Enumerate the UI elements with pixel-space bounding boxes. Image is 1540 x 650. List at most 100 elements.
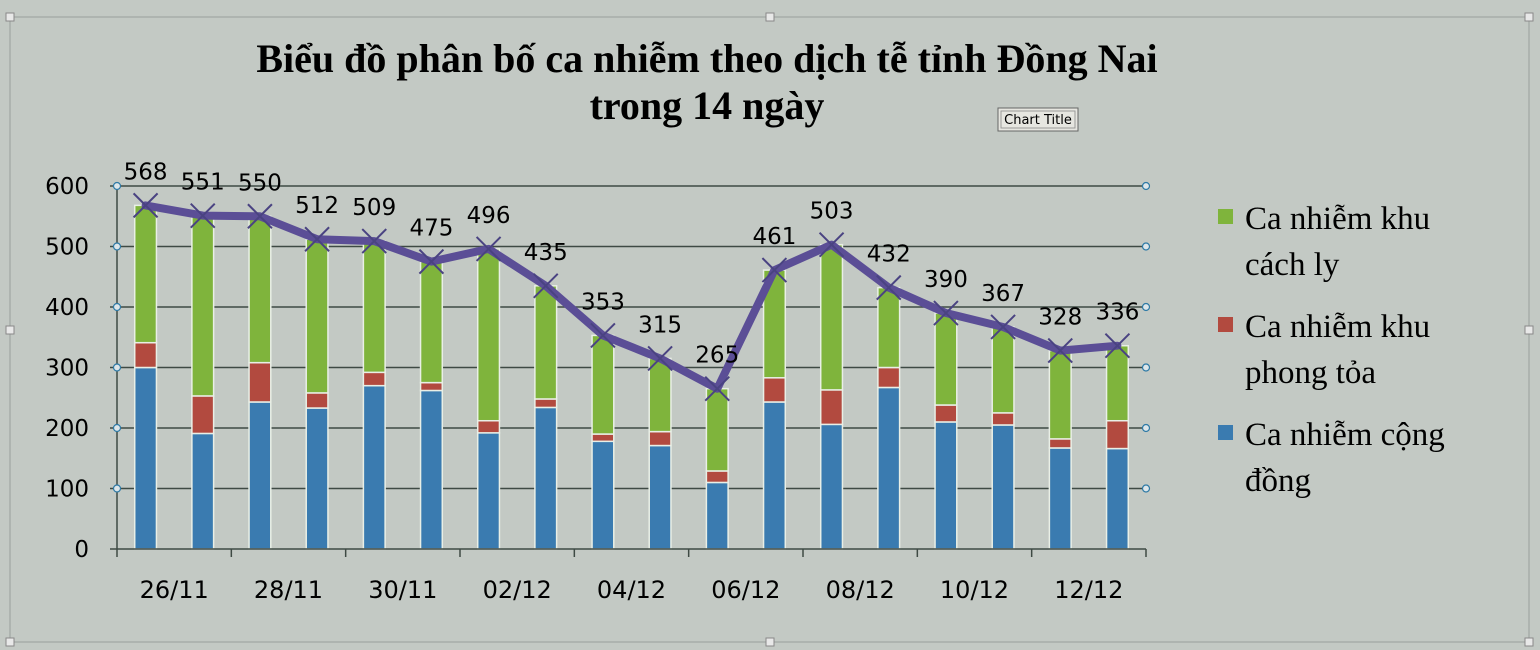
- bar-segment: [1048, 438, 1072, 449]
- bar-segment: [819, 423, 844, 550]
- bar-segment: [1105, 344, 1130, 422]
- line-marker: [132, 192, 159, 219]
- data-label: 550: [238, 170, 282, 196]
- line-marker: [247, 203, 273, 229]
- y-tick-label: 300: [45, 356, 89, 382]
- y-tick-label: 500: [45, 235, 89, 261]
- bar-segment: [705, 470, 729, 484]
- bar-segment: [591, 334, 615, 435]
- bar-segment: [1105, 447, 1130, 550]
- bar-segment: [534, 406, 558, 550]
- bar-segment: [305, 238, 329, 394]
- y-tick-label: 0: [74, 537, 89, 563]
- line-marker: [647, 345, 673, 372]
- line-marker: [876, 274, 902, 301]
- plot-handle[interactable]: [112, 423, 122, 433]
- plot-handle[interactable]: [1141, 242, 1151, 251]
- bar-segment: [705, 387, 729, 472]
- data-label: 503: [810, 199, 854, 225]
- data-label: 509: [352, 195, 396, 221]
- gridlines: [117, 185, 1146, 490]
- x-tick-label: 12/12: [1054, 576, 1123, 604]
- legend-swatch: [1218, 425, 1233, 440]
- data-label: 328: [1038, 305, 1082, 331]
- bar-segment: [934, 404, 958, 423]
- bar-segment: [819, 389, 844, 426]
- line-marker: [304, 226, 330, 252]
- bar-segment: [648, 357, 672, 433]
- x-tick-label: 10/12: [940, 576, 1009, 604]
- x-tick-label: 08/12: [826, 576, 895, 604]
- bar-segment: [705, 481, 729, 550]
- resize-handles[interactable]: [5, 12, 1534, 647]
- plot-handle[interactable]: [112, 302, 122, 312]
- line-marker: [1104, 333, 1131, 359]
- plot-handle[interactable]: [1141, 484, 1151, 493]
- data-label: 461: [752, 224, 796, 250]
- x-tick-label: 28/11: [254, 576, 323, 604]
- bar-segment: [991, 412, 1015, 426]
- bar-segment: [133, 204, 158, 344]
- bar-segment: [248, 401, 272, 550]
- bar-segment: [248, 361, 272, 403]
- data-label: 336: [1095, 300, 1139, 326]
- bar-segment: [476, 432, 501, 550]
- bar-segment: [1048, 349, 1072, 440]
- bar-segment: [1105, 419, 1130, 450]
- line-marker: [361, 228, 387, 254]
- bar-segment: [362, 371, 386, 387]
- plot-area-handles[interactable]: [112, 181, 1151, 493]
- plot-handle[interactable]: [1141, 302, 1151, 312]
- data-label: 315: [638, 312, 682, 338]
- data-label: 367: [981, 281, 1025, 307]
- bar-segment: [362, 384, 386, 550]
- bar-segment: [305, 407, 329, 550]
- bar-segment: [476, 248, 501, 422]
- legend-label: Ca nhiễm khu: [1245, 201, 1430, 237]
- data-labels: 568 551 550 512 509 475 496 435 353 315 265 461 503 4…: [124, 159, 1140, 368]
- legend-label: cách ly: [1245, 247, 1340, 283]
- line-marker: [761, 257, 788, 283]
- y-tick-label: 600: [45, 174, 89, 200]
- chart-title-line-2: trong 14 ngày: [590, 83, 825, 128]
- plot-handle[interactable]: [112, 181, 122, 191]
- plot-handle[interactable]: [112, 363, 122, 372]
- bar-segment: [419, 389, 444, 550]
- data-label: 265: [695, 343, 739, 369]
- bar-segment: [362, 240, 386, 374]
- bar-segment: [648, 430, 672, 447]
- bar-segment: [877, 366, 901, 389]
- legend-label: Ca nhiễm cộng: [1245, 417, 1445, 453]
- bar-segment: [133, 341, 158, 369]
- line-marker: [418, 248, 445, 275]
- plot-handle[interactable]: [112, 242, 122, 251]
- y-tick-label: 400: [45, 295, 89, 321]
- plot-handle[interactable]: [1141, 181, 1151, 191]
- plot-handle[interactable]: [1141, 423, 1151, 433]
- line-marker: [933, 300, 959, 326]
- bar-segment: [591, 440, 615, 550]
- y-tick-label: 100: [45, 477, 89, 503]
- bar-segment: [762, 377, 787, 403]
- bar-segment: [934, 421, 958, 550]
- x-tick-label: 04/12: [597, 576, 666, 604]
- bar-segment: [419, 260, 444, 384]
- bar-segment: [762, 401, 787, 550]
- data-label: 432: [867, 242, 911, 268]
- legend-label: đồng: [1245, 463, 1311, 499]
- bar-segment: [419, 381, 444, 392]
- plot-handle[interactable]: [112, 484, 122, 493]
- plot-handle[interactable]: [1141, 363, 1151, 372]
- tooltip-text: Chart Title: [1004, 113, 1072, 128]
- legend-swatch: [1218, 317, 1233, 332]
- bar-segment: [1048, 447, 1072, 550]
- x-tick-label: 26/11: [140, 576, 209, 604]
- legend-label: phong tỏa: [1245, 355, 1376, 391]
- legend-label: Ca nhiễm khu: [1245, 309, 1430, 345]
- line-marker: [990, 314, 1016, 340]
- bar-segment: [191, 214, 215, 397]
- x-tick-label: 02/12: [483, 576, 552, 604]
- data-label: 435: [524, 240, 568, 266]
- totals-line: [141, 201, 1122, 393]
